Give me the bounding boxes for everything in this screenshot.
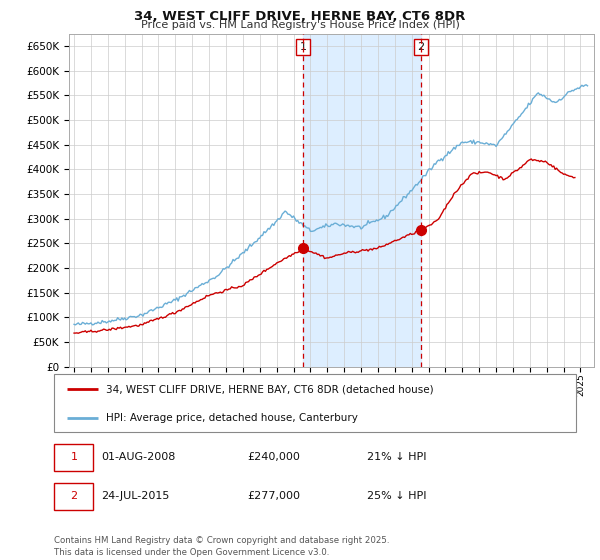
- Text: 2: 2: [418, 42, 425, 52]
- Text: 21% ↓ HPI: 21% ↓ HPI: [367, 452, 427, 463]
- Text: 34, WEST CLIFF DRIVE, HERNE BAY, CT6 8DR: 34, WEST CLIFF DRIVE, HERNE BAY, CT6 8DR: [134, 10, 466, 23]
- Text: Price paid vs. HM Land Registry's House Price Index (HPI): Price paid vs. HM Land Registry's House …: [140, 20, 460, 30]
- Text: 25% ↓ HPI: 25% ↓ HPI: [367, 492, 427, 501]
- Text: HPI: Average price, detached house, Canterbury: HPI: Average price, detached house, Cant…: [106, 413, 358, 423]
- Text: 1: 1: [70, 452, 77, 463]
- Text: 1: 1: [300, 42, 307, 52]
- Text: £240,000: £240,000: [247, 452, 300, 463]
- Text: 24-JUL-2015: 24-JUL-2015: [101, 492, 169, 501]
- Text: 34, WEST CLIFF DRIVE, HERNE BAY, CT6 8DR (detached house): 34, WEST CLIFF DRIVE, HERNE BAY, CT6 8DR…: [106, 384, 434, 394]
- FancyBboxPatch shape: [54, 483, 94, 510]
- FancyBboxPatch shape: [54, 444, 94, 472]
- Bar: [304, 34, 421, 367]
- Text: 2: 2: [70, 492, 77, 501]
- Text: 01-AUG-2008: 01-AUG-2008: [101, 452, 175, 463]
- Text: £277,000: £277,000: [247, 492, 300, 501]
- Text: Contains HM Land Registry data © Crown copyright and database right 2025.
This d: Contains HM Land Registry data © Crown c…: [54, 536, 389, 557]
